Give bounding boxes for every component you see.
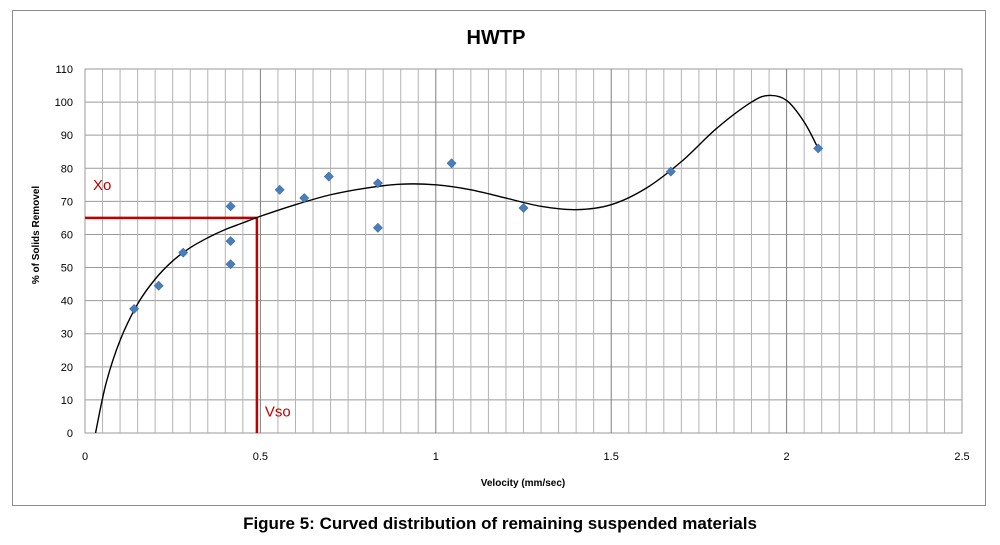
xo-label: Xo: [93, 177, 111, 194]
data-point: [665, 166, 676, 177]
y-tick-label: 40: [61, 296, 73, 308]
trend-curve: [94, 94, 819, 434]
x-tick-label: 0: [82, 451, 88, 463]
data-point: [225, 259, 236, 270]
data-point: [225, 236, 236, 246]
data-point: [372, 178, 383, 189]
trendline: [94, 94, 819, 434]
x-tick-label: 2.5: [954, 451, 969, 463]
x-axis-label: Velocity (mm/sec): [481, 478, 565, 489]
x-tick-label: 1.5: [604, 451, 619, 463]
y-tick-label: 70: [61, 196, 73, 208]
annotations: Xo Vso: [85, 177, 291, 433]
y-tick-label: 110: [55, 64, 73, 76]
y-tick-label: 90: [61, 130, 73, 142]
y-tick-label: 100: [55, 97, 73, 109]
y-tick-label: 60: [61, 229, 73, 241]
vso-label: Vso: [265, 403, 291, 420]
data-point: [274, 184, 285, 195]
y-tick-label: 0: [67, 428, 73, 440]
data-point: [372, 222, 383, 233]
chart-title: HWTP: [467, 27, 526, 49]
y-tick-label: 20: [61, 362, 73, 374]
data-point: [129, 303, 140, 314]
figure-frame: [12, 10, 986, 506]
chart: 0 10 20 30 40 50 60 70 80 90 100 110 0 0.5 1 1.5 2 2.5 Xo…: [31, 27, 970, 489]
x-tick-label: 1: [433, 451, 439, 463]
chart-labels: HWTP Velocity (mm/sec) % of Solids Remov…: [31, 27, 565, 489]
y-tick-label: 80: [61, 163, 73, 175]
data-point: [178, 247, 189, 258]
data-point: [813, 143, 824, 154]
data-point: [518, 203, 529, 213]
grid: [84, 68, 963, 434]
y-axis-label: % of Solids Removel: [31, 186, 42, 285]
x-tick-label: 2: [784, 451, 790, 463]
y-tick-label: 50: [61, 263, 73, 275]
figure-caption: Figure 5: Curved distribution of remaini…: [243, 514, 757, 533]
data-point: [153, 280, 164, 291]
data-point: [446, 158, 457, 169]
data-points: [129, 143, 824, 314]
data-point: [225, 201, 236, 212]
y-tick-label: 30: [61, 329, 73, 341]
y-tick-label: 10: [61, 395, 73, 407]
data-point: [299, 193, 310, 203]
axes: 0 10 20 30 40 50 60 70 80 90 100 110 0 0.5 1 1.5 2 2.5: [55, 64, 970, 463]
data-point: [323, 171, 334, 182]
x-tick-label: 0.5: [253, 451, 268, 463]
